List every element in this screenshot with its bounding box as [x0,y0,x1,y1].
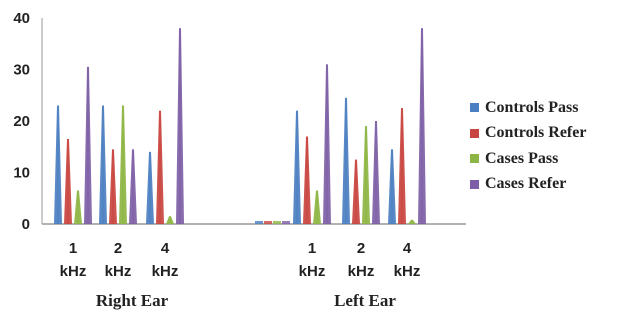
x-tick-label-value: 1 [308,240,316,257]
gap-marker [273,221,281,224]
x-tick-label-value: 2 [114,240,122,257]
gap-marker [282,221,290,224]
legend-swatch [470,154,479,164]
legend-swatch [470,128,479,138]
x-tick-label-unit: kHz [152,263,179,280]
legend-swatch [470,179,479,189]
x-tick-label-unit: kHz [394,263,421,280]
legend-swatch [470,103,479,113]
legend-label: Controls Pass [485,98,579,116]
x-tick-label-unit: kHz [60,263,87,280]
gap-marker [255,221,263,224]
y-tick-label: 20 [13,113,30,130]
legend-item: Controls Refer [470,121,635,147]
y-tick-label: 10 [13,165,30,182]
legend-label: Controls Refer [485,124,587,142]
legend-item: Cases Pass [470,146,635,172]
x-tick-label-unit: kHz [348,263,375,280]
y-tick-label: 30 [13,62,30,79]
group-caption-right-ear: Right Ear [95,291,169,310]
y-tick-label: 40 [13,10,30,27]
group-caption-left-ear: Left Ear [334,291,396,310]
legend-label: Cases Pass [485,149,559,167]
x-tick-label-value: 4 [403,240,412,257]
x-tick-label-value: 4 [161,240,170,257]
x-tick-label-value: 2 [357,240,365,257]
gap-marker [264,221,272,224]
x-tick-label-value: 1 [69,240,77,257]
legend: Controls Pass Controls Refer Cases Pass Cas… [470,95,635,197]
legend-label: Cases Refer [485,175,567,193]
legend-item: Cases Refer [470,172,635,198]
x-tick-label-unit: kHz [299,263,326,280]
y-tick-label: 0 [22,216,30,233]
x-tick-label-unit: kHz [105,263,132,280]
legend-item: Controls Pass [470,95,635,121]
